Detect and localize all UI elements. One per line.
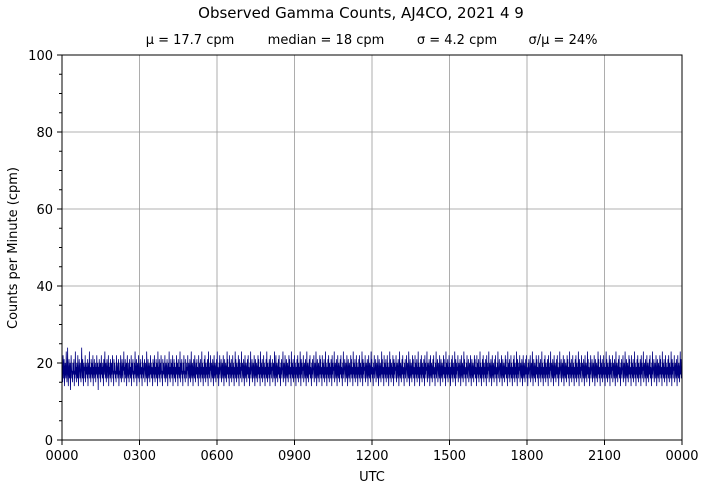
y-axis: 0 20 40 60 80 100 [28, 49, 62, 449]
y-tick-label: 20 [36, 357, 53, 372]
y-tick-label: 40 [36, 280, 53, 295]
stat-mean: μ = 17.7 cpm [146, 33, 235, 48]
stat-sigma: σ = 4.2 cpm [417, 33, 497, 48]
x-tick-label: 0600 [200, 449, 233, 464]
x-axis: 0000 0300 0600 0900 1200 1500 1800 2100 0000 [45, 440, 699, 464]
x-tick-label: 0300 [123, 449, 156, 464]
x-tick-label: 2100 [588, 449, 621, 464]
x-tick-label: 0900 [278, 449, 311, 464]
y-tick-label: 100 [28, 49, 53, 64]
x-axis-label: UTC [359, 470, 385, 485]
counts-series-line [61, 347, 683, 390]
x-tick-label: 0000 [45, 449, 78, 464]
series-layer [61, 347, 683, 390]
x-tick-label: 1200 [355, 449, 388, 464]
chart-title: Observed Gamma Counts, AJ4CO, 2021 4 9 [198, 4, 524, 22]
y-tick-label: 0 [45, 434, 53, 449]
stat-median: median = 18 cpm [268, 33, 385, 48]
y-tick-label: 80 [36, 126, 53, 141]
x-tick-label: 1500 [433, 449, 466, 464]
y-axis-label: Counts per Minute (cpm) [6, 167, 21, 329]
x-tick-label: 0000 [665, 449, 698, 464]
x-tick-label: 1800 [510, 449, 543, 464]
stat-cv: σ/μ = 24% [529, 33, 598, 48]
y-tick-label: 60 [36, 203, 53, 218]
